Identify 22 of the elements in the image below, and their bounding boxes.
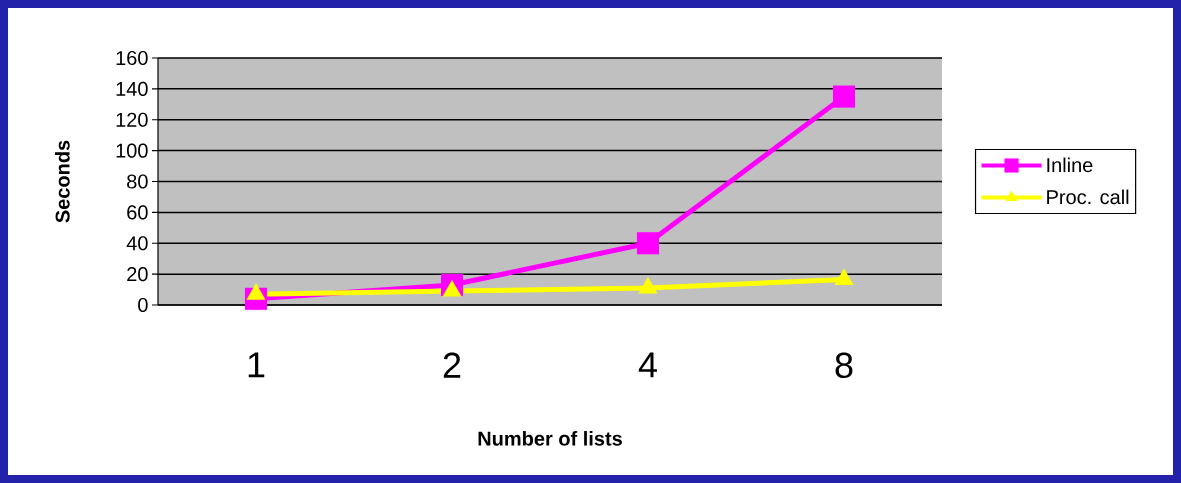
y-tick-label: 80: [127, 174, 148, 189]
y-tick-label: 160: [116, 50, 148, 66]
y-axis-title: Seconds: [55, 140, 70, 223]
y-tick-label: 100: [116, 143, 148, 158]
y-tick-label: 40: [126, 236, 148, 251]
x-tick-label: 8: [835, 352, 853, 379]
legend-label: Inline: [1047, 157, 1093, 173]
y-tick-label: 120: [116, 112, 148, 127]
point: [246, 283, 266, 300]
y-tick-label: 0: [138, 297, 148, 313]
x-tick-label: 4: [638, 352, 657, 378]
y-tick-label: 140: [116, 81, 148, 96]
x-tick-label: 2: [443, 352, 461, 378]
point: [638, 276, 658, 294]
y-tick-label: 20: [127, 267, 148, 282]
legend-label: Proc. call: [1047, 189, 1129, 205]
point: [832, 85, 856, 108]
x-tick-label: 1: [248, 352, 265, 378]
point: [442, 280, 462, 297]
point: [834, 268, 854, 286]
x-axis-title: Number of lists: [478, 431, 622, 446]
y-tick-label: 60: [127, 205, 148, 220]
